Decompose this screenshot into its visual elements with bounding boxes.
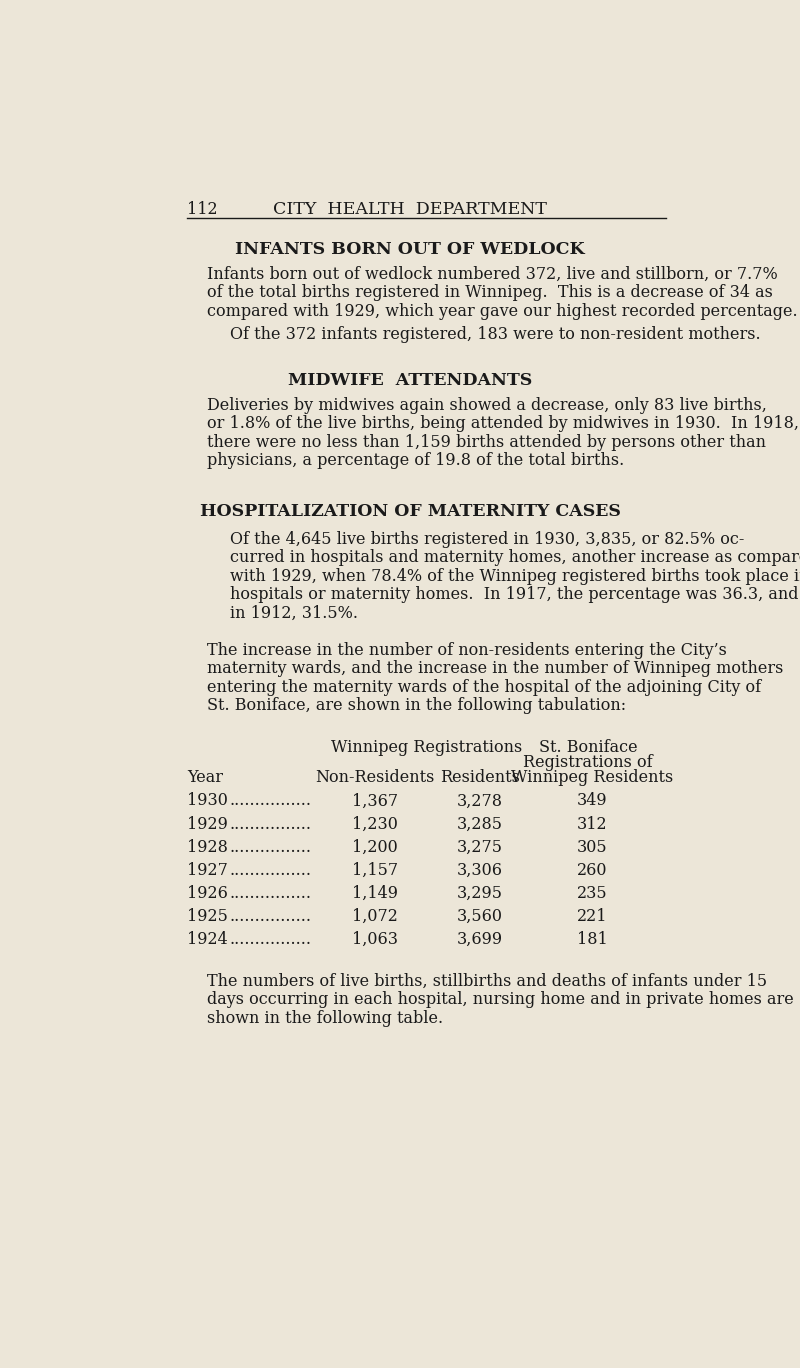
Text: HOSPITALIZATION OF MATERNITY CASES: HOSPITALIZATION OF MATERNITY CASES (199, 503, 621, 520)
Text: Winnipeg Registrations: Winnipeg Registrations (331, 739, 522, 755)
Text: ................: ................ (230, 932, 311, 948)
Text: 1,072: 1,072 (352, 908, 398, 925)
Text: 1,063: 1,063 (352, 932, 398, 948)
Text: 349: 349 (577, 792, 607, 810)
Text: maternity wards, and the increase in the number of Winnipeg mothers: maternity wards, and the increase in the… (207, 659, 783, 677)
Text: of the total births registered in Winnipeg.  This is a decrease of 34 as: of the total births registered in Winnip… (207, 285, 773, 301)
Text: days occurring in each hospital, nursing home and in private homes are: days occurring in each hospital, nursing… (207, 992, 794, 1008)
Text: St. Boniface: St. Boniface (539, 739, 638, 755)
Text: 1,200: 1,200 (352, 839, 398, 855)
Text: 1926: 1926 (187, 885, 228, 902)
Text: 3,278: 3,278 (457, 792, 502, 810)
Text: Non-Residents: Non-Residents (315, 769, 435, 787)
Text: ................: ................ (230, 815, 311, 833)
Text: 312: 312 (577, 815, 607, 833)
Text: 3,295: 3,295 (457, 885, 502, 902)
Text: 181: 181 (577, 932, 607, 948)
Text: 1,230: 1,230 (352, 815, 398, 833)
Text: Infants born out of wedlock numbered 372, live and stillborn, or 7.7%: Infants born out of wedlock numbered 372… (207, 265, 778, 283)
Text: entering the maternity wards of the hospital of the adjoining City of: entering the maternity wards of the hosp… (207, 679, 761, 695)
Text: there were no less than 1,159 births attended by persons other than: there were no less than 1,159 births att… (207, 434, 766, 450)
Text: 221: 221 (577, 908, 607, 925)
Text: 1927: 1927 (187, 862, 228, 878)
Text: Registrations of: Registrations of (523, 754, 653, 772)
Text: ................: ................ (230, 792, 311, 810)
Text: Winnipeg Residents: Winnipeg Residents (511, 769, 674, 787)
Text: 3,560: 3,560 (457, 908, 502, 925)
Text: shown in the following table.: shown in the following table. (207, 1010, 443, 1026)
Text: ................: ................ (230, 862, 311, 878)
Text: 1930: 1930 (187, 792, 228, 810)
Text: MIDWIFE  ATTENDANTS: MIDWIFE ATTENDANTS (288, 372, 532, 389)
Text: ................: ................ (230, 839, 311, 855)
Text: hospitals or maternity homes.  In 1917, the percentage was 36.3, and: hospitals or maternity homes. In 1917, t… (230, 586, 798, 603)
Text: CITY  HEALTH  DEPARTMENT: CITY HEALTH DEPARTMENT (273, 201, 547, 218)
Text: 3,285: 3,285 (457, 815, 502, 833)
Text: 1,367: 1,367 (352, 792, 398, 810)
Text: 1928: 1928 (187, 839, 228, 855)
Text: ................: ................ (230, 885, 311, 902)
Text: 112: 112 (187, 201, 218, 218)
Text: in 1912, 31.5%.: in 1912, 31.5%. (230, 605, 358, 621)
Text: Year: Year (187, 769, 222, 787)
Text: The increase in the number of non-residents entering the City’s: The increase in the number of non-reside… (207, 642, 727, 658)
Text: compared with 1929, which year gave our highest recorded percentage.: compared with 1929, which year gave our … (207, 302, 798, 320)
Text: physicians, a percentage of 19.8 of the total births.: physicians, a percentage of 19.8 of the … (207, 453, 624, 469)
Text: 1925: 1925 (187, 908, 228, 925)
Text: Deliveries by midwives again showed a decrease, only 83 live births,: Deliveries by midwives again showed a de… (207, 397, 767, 413)
Text: 305: 305 (577, 839, 607, 855)
Text: 1924: 1924 (187, 932, 227, 948)
Text: 3,275: 3,275 (457, 839, 502, 855)
Text: 1,157: 1,157 (352, 862, 398, 878)
Text: ................: ................ (230, 908, 311, 925)
Text: 235: 235 (577, 885, 607, 902)
Text: St. Boniface, are shown in the following tabulation:: St. Boniface, are shown in the following… (207, 698, 626, 714)
Text: curred in hospitals and maternity homes, another increase as compared: curred in hospitals and maternity homes,… (230, 549, 800, 566)
Text: 3,699: 3,699 (457, 932, 503, 948)
Text: or 1.8% of the live births, being attended by midwives in 1930.  In 1918,: or 1.8% of the live births, being attend… (207, 415, 799, 432)
Text: The numbers of live births, stillbirths and deaths of infants under 15: The numbers of live births, stillbirths … (207, 973, 767, 989)
Text: 1,149: 1,149 (352, 885, 398, 902)
Text: 3,306: 3,306 (457, 862, 502, 878)
Text: Of the 4,645 live births registered in 1930, 3,835, or 82.5% oc-: Of the 4,645 live births registered in 1… (230, 531, 745, 547)
Text: INFANTS BORN OUT OF WEDLOCK: INFANTS BORN OUT OF WEDLOCK (235, 241, 585, 259)
Text: Of the 372 infants registered, 183 were to non-resident mothers.: Of the 372 infants registered, 183 were … (230, 326, 761, 343)
Text: 260: 260 (577, 862, 607, 878)
Text: 1929: 1929 (187, 815, 228, 833)
Text: Residents: Residents (440, 769, 520, 787)
Text: with 1929, when 78.4% of the Winnipeg registered births took place in: with 1929, when 78.4% of the Winnipeg re… (230, 568, 800, 584)
